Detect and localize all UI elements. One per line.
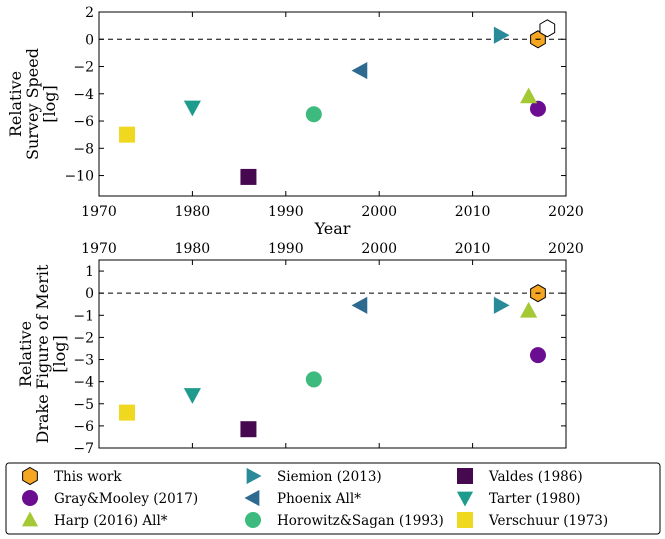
y-axis-label: RelativeSurvey Speed[log] (6, 48, 59, 160)
legend-label-harp-2016-all: Harp (2016) All* (54, 513, 168, 529)
y-tick-label: −7 (73, 441, 94, 457)
legend-marker-phoenix-all (244, 489, 260, 507)
marker-siemion-2013 (493, 296, 510, 314)
marker-horowitz-sagan-1993 (305, 371, 322, 388)
y-tick-label: −10 (64, 169, 94, 185)
marker-gray-mooley-2017 (529, 100, 546, 117)
legend-marker-harp-2016-all (21, 511, 39, 527)
survey-speed-panel: 1970 1980 1990 2000 2010 202020−2−4−6−8−10Yea… (6, 5, 584, 238)
legend-marker-verschuur-1973 (457, 512, 473, 528)
y-axis-label-line: Relative (16, 321, 35, 387)
x-tick-label: 1990 (268, 241, 304, 257)
marker-phoenix-all (351, 62, 368, 80)
plot-frame (98, 11, 567, 197)
marker-tarter-1980 (183, 388, 201, 404)
x-tick-label: 2010 (455, 204, 491, 220)
marker-horowitz-sagan-1993 (305, 106, 322, 123)
marker-valdes-1986 (240, 421, 257, 438)
x-tick-label: 1980 (175, 241, 211, 257)
legend-label-gray-mooley-2017: Gray&Mooley (2017) (54, 491, 198, 507)
legend-marker-siemion-2013 (246, 467, 262, 485)
y-axis-label-line: Relative (6, 71, 25, 137)
marker-gray-mooley-2017 (529, 347, 546, 364)
y-axis-label-line: [log] (40, 85, 59, 122)
y-axis-label: RelativeDrake Figure of Merit[log] (16, 264, 69, 443)
y-tick-label: −2 (73, 330, 94, 346)
y-tick-label: 0 (85, 286, 94, 302)
y-axis-label-line: Survey Speed (23, 48, 42, 160)
y-tick-label: −8 (73, 141, 94, 157)
marker-verschuur-1973 (119, 126, 136, 143)
y-axis-label-line: [log] (50, 335, 69, 372)
y-tick-label: −6 (73, 419, 94, 435)
legend-marker-horowitz-sagan-1993 (245, 512, 261, 528)
legend-marker-gray-mooley-2017 (22, 490, 38, 506)
y-tick-label: −1 (73, 308, 94, 324)
open-hexagon-marker (539, 19, 556, 38)
x-tick-label: 1970 (81, 204, 117, 220)
legend-label-siemion-2013: Siemion (2013) (277, 469, 382, 485)
marker-harp-2016-all (520, 87, 538, 104)
x-tick-label: 2000 (361, 241, 397, 257)
x-tick-label: 1990 (268, 204, 304, 220)
y-tick-label: −4 (73, 87, 94, 103)
legend-box (5, 462, 661, 535)
legend-label-verschuur-1973: Verschuur (1973) (488, 513, 608, 529)
x-tick-label: 2020 (548, 241, 584, 257)
legend: This work Gray&Mooley (2017) Harp (2016) A… (5, 462, 661, 535)
y-tick-label: 2 (85, 5, 94, 21)
legend-label-phoenix-all: Phoenix All* (277, 491, 361, 507)
y-tick-label: −2 (73, 60, 94, 76)
marker-phoenix-all (351, 296, 368, 314)
y-tick-label: 1 (85, 264, 94, 280)
marker-verschuur-1973 (119, 404, 136, 421)
marker-harp-2016-all (520, 301, 538, 318)
x-tick-label: 2010 (455, 241, 491, 257)
marker-valdes-1986 (240, 168, 257, 185)
y-tick-label: −3 (73, 353, 94, 369)
legend-label-tarter-1980: Tarter (1980) (489, 491, 581, 507)
marker-tarter-1980 (183, 100, 201, 117)
legend-label-horowitz-sagan-1993: Horowitz&Sagan (1993) (277, 513, 444, 529)
x-axis-label: Year (314, 219, 351, 238)
y-tick-label: −5 (73, 397, 94, 413)
x-tick-label: 2000 (361, 204, 397, 220)
legend-label-valdes-1986: Valdes (1986) (488, 469, 583, 485)
x-tick-label: 2020 (548, 204, 584, 220)
plot-frame (98, 259, 567, 449)
legend-marker-valdes-1986 (457, 468, 473, 484)
marker-siemion-2013 (493, 26, 510, 44)
legend-label-this-work: This work (54, 469, 122, 485)
y-tick-label: −6 (73, 114, 94, 130)
y-axis-label-line: Drake Figure of Merit (33, 264, 52, 443)
y-tick-label: 0 (85, 32, 94, 48)
drake-figure-panel: 1970 1980 1990 2000 2010 2020 1 0 −1 −2 −3 −4 −5 −6 −7… (16, 241, 584, 457)
x-tick-label: 1980 (175, 204, 211, 220)
y-tick-label: −4 (73, 375, 94, 391)
x-tick-label: 1970 (81, 241, 117, 257)
legend-marker-this-work (22, 466, 38, 486)
legend-marker-tarter-1980 (456, 491, 474, 507)
